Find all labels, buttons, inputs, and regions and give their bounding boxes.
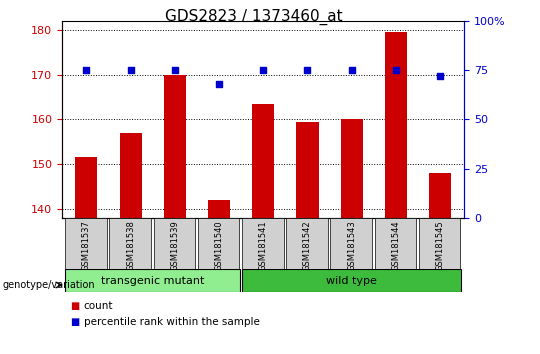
Text: percentile rank within the sample: percentile rank within the sample xyxy=(84,317,260,327)
Bar xyxy=(252,104,274,218)
Point xyxy=(436,73,444,79)
Bar xyxy=(286,218,328,269)
Text: GSM181543: GSM181543 xyxy=(347,220,356,271)
Text: GSM181544: GSM181544 xyxy=(392,220,400,271)
Point xyxy=(126,68,135,73)
Bar xyxy=(419,218,461,269)
Text: GSM181542: GSM181542 xyxy=(303,220,312,271)
Text: ■: ■ xyxy=(70,317,79,327)
Bar xyxy=(65,218,107,269)
Bar xyxy=(119,133,141,218)
Text: GSM181539: GSM181539 xyxy=(170,220,179,271)
Bar xyxy=(330,218,372,269)
Bar xyxy=(164,75,186,218)
Bar xyxy=(242,269,461,292)
Point xyxy=(82,68,91,73)
Point xyxy=(171,68,179,73)
Bar xyxy=(429,173,451,218)
Bar xyxy=(153,218,195,269)
Bar xyxy=(242,218,284,269)
Text: ■: ■ xyxy=(70,301,79,311)
Text: wild type: wild type xyxy=(326,275,377,286)
Text: GDS2823 / 1373460_at: GDS2823 / 1373460_at xyxy=(165,9,342,25)
Text: count: count xyxy=(84,301,113,311)
Bar xyxy=(375,218,416,269)
Text: GSM181545: GSM181545 xyxy=(436,220,444,271)
Text: GSM181537: GSM181537 xyxy=(82,220,91,271)
Bar xyxy=(385,33,407,218)
Point xyxy=(303,68,312,73)
Text: genotype/variation: genotype/variation xyxy=(3,280,96,290)
Bar xyxy=(76,158,97,218)
Bar xyxy=(198,218,239,269)
Point xyxy=(392,68,400,73)
Bar xyxy=(65,269,240,292)
Point xyxy=(347,68,356,73)
Point xyxy=(259,68,267,73)
Bar xyxy=(208,200,230,218)
Text: GSM181538: GSM181538 xyxy=(126,220,135,271)
Bar xyxy=(341,120,363,218)
Bar xyxy=(296,122,319,218)
Bar xyxy=(110,218,151,269)
Text: transgenic mutant: transgenic mutant xyxy=(101,275,205,286)
Point xyxy=(215,81,224,87)
Text: GSM181541: GSM181541 xyxy=(259,220,268,271)
Text: GSM181540: GSM181540 xyxy=(214,220,224,271)
